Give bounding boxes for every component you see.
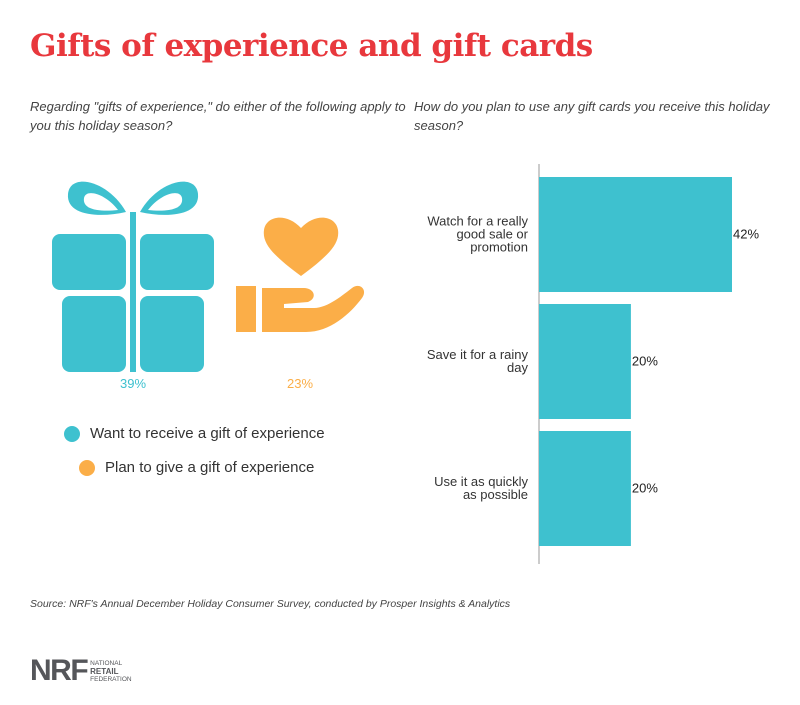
gift-icon [52,181,214,372]
bar-category-label: day [507,360,528,375]
logo-text: NATIONAL RETAIL FEDERATION [90,660,131,683]
logo-line-federation: FEDERATION [90,675,132,683]
bar-value-label: 20% [632,354,658,369]
bar-1 [539,304,631,419]
bar-category-label: good sale or [456,227,528,242]
legend-dot-teal [64,425,80,442]
source-note: Source: NRF's Annual December Holiday Co… [30,598,511,610]
experience-question: Regarding "gifts of experience," do eith… [30,99,406,133]
logo-line-national: NATIONAL [90,659,123,667]
heart-in-hand-icon [236,217,365,332]
bar-category-label: Use it as quickly [434,474,528,489]
page-title: Gifts of experience and gift cards [30,28,593,64]
gift-percent: 39% [119,376,147,391]
legend-item-receive: Want to receive a gift of experience [64,425,325,442]
logo-line-retail: RETAIL [90,666,119,676]
bar-category-label: Watch for a really [427,214,528,229]
legend-label: Plan to give a gift of experience [105,459,315,476]
bar-0 [539,177,732,292]
nrf-logo: NRF NATIONAL RETAIL FEDERATION [30,656,132,686]
legend-label: Want to receive a gift of experience [90,425,325,442]
logo-mark: NRF [30,654,89,687]
hand-percent: 23% [286,376,314,391]
bar-category-label: as possible [463,487,528,502]
bar-category-label: promotion [470,240,528,255]
bar-value-label: 42% [733,227,759,242]
legend-dot-orange [79,459,95,476]
gift-card-question: How do you plan to use any gift cards yo… [414,99,770,133]
legend-item-give: Plan to give a gift of experience [79,459,314,476]
bar-2 [539,431,631,546]
bar-category-label: Save it for a rainy [427,347,529,362]
bar-value-label: 20% [632,481,658,496]
